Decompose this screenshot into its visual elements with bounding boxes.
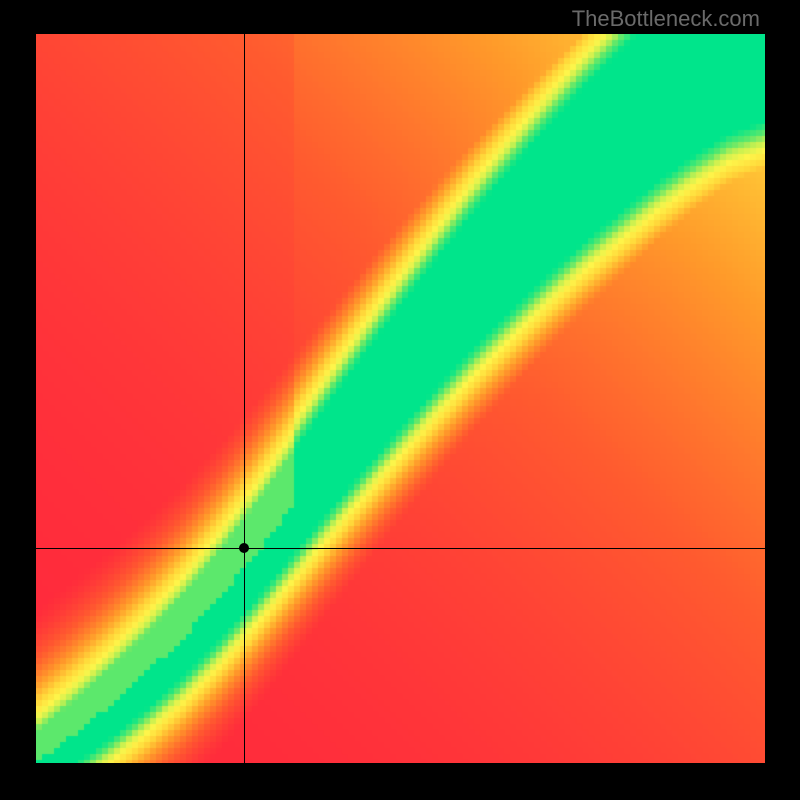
heatmap-canvas bbox=[36, 34, 765, 763]
heatmap-plot bbox=[36, 34, 765, 763]
watermark-text: TheBottleneck.com bbox=[572, 6, 760, 32]
